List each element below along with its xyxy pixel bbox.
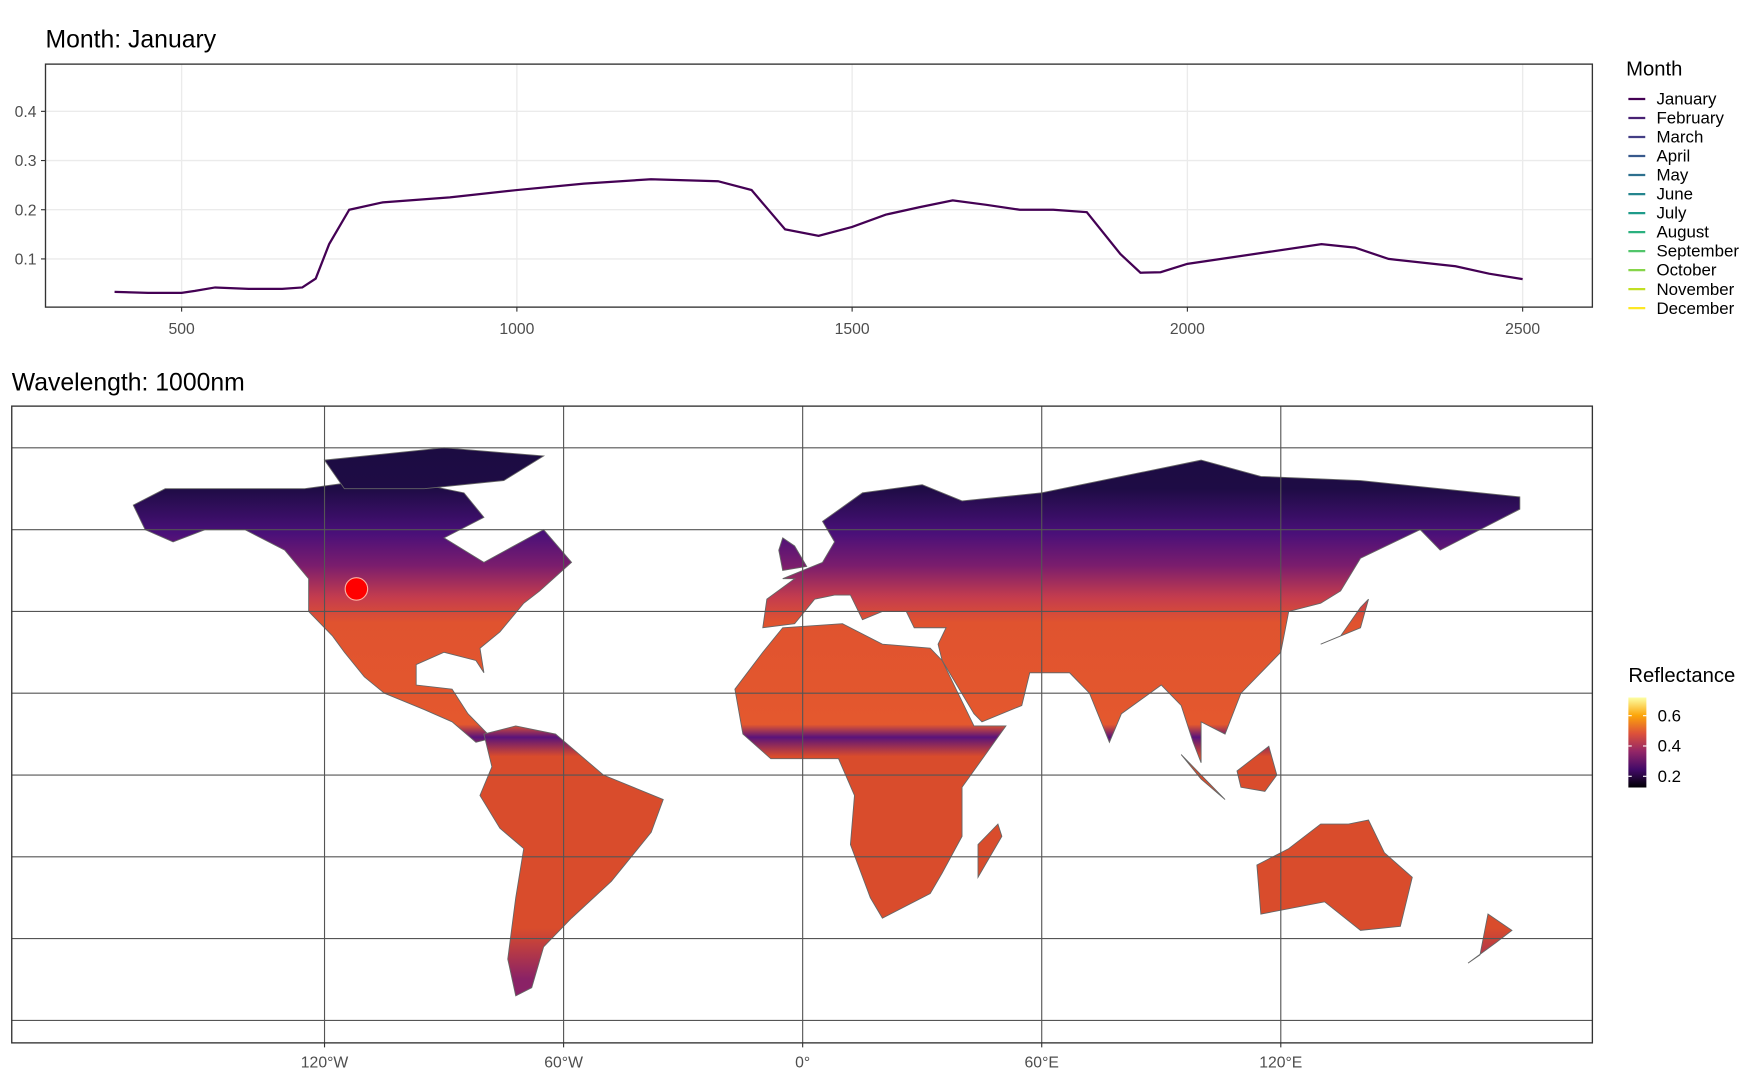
plot-border [11, 405, 1594, 1044]
x-tick-label: 1500 [835, 321, 870, 338]
colorbar-label: 0.6 [1658, 706, 1681, 725]
data-line [114, 178, 1523, 294]
legend-label: April [1657, 147, 1691, 166]
legend-label: February [1657, 109, 1725, 128]
chart-title: Month: January [46, 26, 217, 53]
x-tick-label: 0° [795, 1055, 810, 1072]
x-tick-label: 2500 [1505, 321, 1540, 338]
legend-label: October [1657, 261, 1717, 280]
legend-title: Reflectance [1628, 665, 1735, 687]
chart-title: Wavelength: 1000nm [12, 369, 245, 396]
x-tick-label: 120°W [301, 1055, 349, 1072]
legend-label: November [1657, 280, 1735, 299]
y-tick-label: 0.1 [15, 252, 37, 269]
location-point [344, 577, 369, 601]
land-shape [1236, 745, 1278, 792]
x-tick-label: 500 [168, 321, 195, 338]
legend-label: March [1657, 128, 1704, 147]
y-tick-label: 0.2 [15, 202, 37, 219]
legend-label: June [1657, 185, 1694, 204]
land-shape [479, 725, 664, 997]
plot-background [45, 64, 1593, 308]
plot-border [44, 63, 1594, 308]
colorbar-label: 0.4 [1658, 737, 1681, 756]
legend-label: January [1657, 90, 1718, 109]
y-tick-label: 0.3 [15, 153, 37, 170]
legend-label: August [1657, 223, 1710, 242]
x-tick-label: 1000 [499, 321, 534, 338]
land-shape [1180, 754, 1226, 800]
x-tick-label: 2000 [1170, 321, 1205, 338]
legend-label: July [1657, 204, 1688, 223]
colorbar-label: 0.2 [1658, 767, 1681, 786]
legend-label: May [1657, 166, 1689, 185]
land-shape [1256, 819, 1413, 931]
y-tick-label: 0.4 [15, 104, 37, 121]
land-shape [1320, 598, 1369, 645]
legend-label: September [1657, 242, 1740, 261]
colorbar [1628, 697, 1647, 788]
land-shape [977, 823, 1003, 879]
x-tick-label: 60°E [1025, 1055, 1059, 1072]
x-tick-label: 120°E [1259, 1055, 1302, 1072]
legend-title: Month [1626, 58, 1682, 80]
x-tick-label: 60°W [544, 1055, 583, 1072]
legend-label: December [1657, 299, 1735, 318]
